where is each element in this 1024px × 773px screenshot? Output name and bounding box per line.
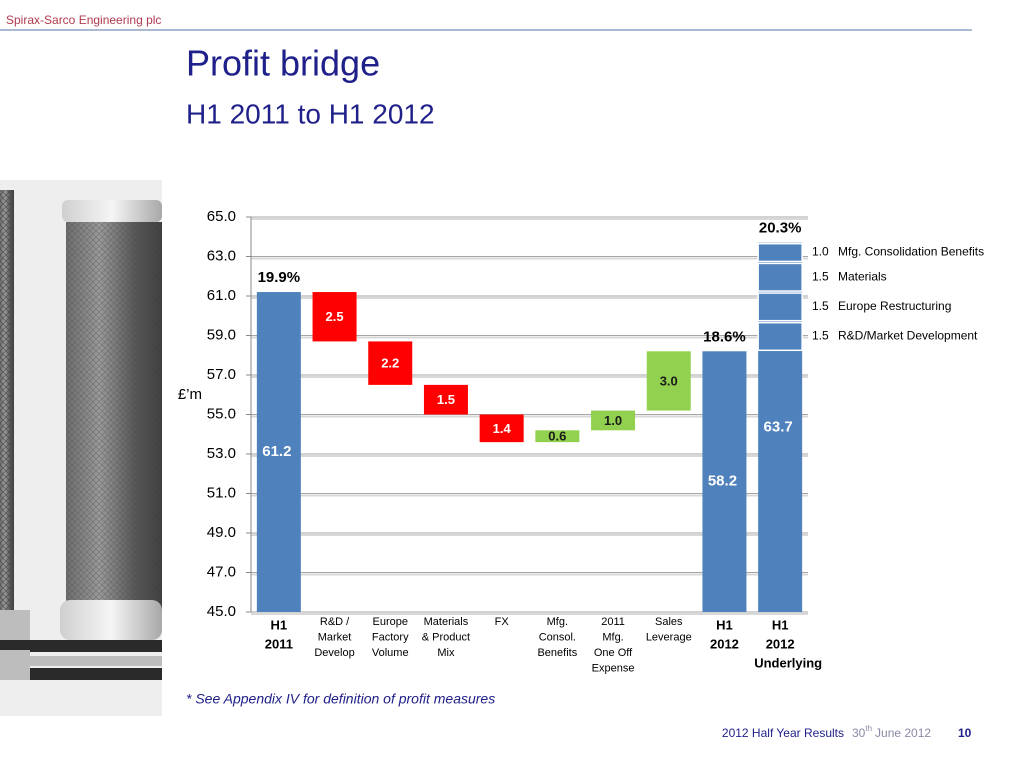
x-tick-label: One Off: [594, 647, 633, 659]
y-tick-label: 45.0: [207, 603, 236, 620]
x-tick-label: H1: [271, 617, 288, 632]
step-bar: [368, 341, 413, 385]
breakdown-segment: [757, 242, 803, 263]
breakdown-segment: [757, 292, 803, 322]
breakdown-label: Mfg. Consolidation Benefits: [838, 245, 984, 259]
x-tick-label: Underlying: [754, 655, 822, 670]
x-tick-label: 2012: [766, 636, 795, 651]
value-label: 1.5: [437, 392, 455, 407]
footer-date: 30th June 2012: [852, 724, 931, 740]
margin-label: 19.9%: [258, 269, 301, 286]
value-label: 0.6: [548, 429, 566, 444]
slide-subtitle: H1 2011 to H1 2012: [186, 98, 435, 129]
breakdown-value: 1.5: [812, 329, 829, 343]
footer-date-suffix: th: [865, 724, 872, 733]
x-tick-label: Volume: [372, 647, 409, 659]
y-tick-label: 47.0: [207, 563, 236, 580]
page-number: 10: [958, 726, 972, 740]
breakdown-label: R&D/Market Development: [838, 329, 978, 343]
y-tick-label: 59.0: [207, 326, 236, 343]
x-tick-label: R&D /: [320, 616, 350, 628]
value-label: 1.0: [604, 413, 622, 428]
y-tick-label: 61.0: [207, 287, 236, 304]
y-tick-label: 53.0: [207, 445, 236, 462]
x-tick-label: 2012: [710, 636, 739, 651]
footer-date-rest: June 2012: [875, 726, 931, 740]
x-tick-label: 2011: [265, 636, 293, 651]
total-bar: [256, 292, 301, 612]
value-label: 1.4: [493, 421, 512, 436]
breakdown-value: 1.5: [812, 299, 829, 313]
value-label: 61.2: [262, 443, 291, 460]
step-bar: [646, 351, 691, 411]
x-tick-label: Materials: [424, 616, 469, 628]
x-tick-label: H1: [772, 617, 789, 632]
margin-label: 20.3%: [759, 220, 802, 237]
x-tick-label: Europe: [373, 616, 408, 628]
x-tick-label: Consol.: [539, 631, 576, 643]
y-axis-label: £’m: [178, 386, 202, 403]
step-bar: [535, 430, 580, 443]
x-tick-label: 2011: [601, 616, 625, 628]
breakdown-value: 1.0: [812, 245, 829, 259]
step-bar: [591, 410, 636, 431]
y-tick-label: 63.0: [207, 247, 236, 264]
step-bar: [423, 384, 468, 415]
x-tick-label: Benefits: [537, 647, 577, 659]
slide-title: Profit bridge: [186, 43, 380, 84]
step-bar: [312, 292, 357, 342]
y-tick-label: 49.0: [207, 524, 236, 541]
total-bar: [702, 351, 747, 612]
breakdown-value: 1.5: [812, 269, 829, 283]
breakdown-segment: [757, 321, 803, 352]
step-bar: [479, 414, 524, 443]
x-tick-label: Mfg.: [602, 631, 623, 643]
x-tick-label: FX: [495, 616, 510, 628]
x-tick-label: Develop: [314, 647, 354, 659]
footnote: * See Appendix IV for definition of prof…: [186, 691, 495, 707]
value-label: 2.2: [381, 356, 399, 371]
breakdown-segment: [757, 262, 803, 292]
x-tick-label: Factory: [372, 631, 409, 643]
y-tick-label: 57.0: [207, 366, 236, 383]
footer-event: 2012 Half Year Results: [722, 726, 844, 740]
product-photo: [0, 180, 162, 716]
x-tick-label: Sales: [655, 616, 683, 628]
y-tick-label: 65.0: [207, 208, 236, 225]
y-tick-label: 51.0: [207, 484, 236, 501]
chart: £’m 45.0 47.0 49.0 51.0 53.0 55.0 57.0 59.0 61.0…: [178, 208, 984, 674]
breakdown-label: Materials: [838, 269, 887, 283]
value-label: 63.7: [764, 418, 793, 435]
x-tick-label: Leverage: [646, 631, 692, 643]
value-label: 58.2: [708, 473, 737, 490]
x-tick-label: Market: [318, 631, 352, 643]
x-tick-label: Expense: [592, 662, 635, 674]
x-tick-label: H1: [716, 617, 733, 632]
margin-label: 18.6%: [703, 328, 746, 345]
value-label: 3.0: [660, 373, 678, 388]
value-label: 2.5: [326, 309, 344, 324]
company-name: Spirax-Sarco Engineering plc: [6, 13, 161, 27]
y-tick-label: 55.0: [207, 405, 236, 422]
x-tick-label: Mfg.: [547, 616, 568, 628]
breakdown-label: Europe Restructuring: [838, 299, 951, 313]
x-tick-label: & Product: [422, 631, 470, 643]
x-tick-label: Mix: [437, 647, 455, 659]
footer-date-day: 30: [852, 726, 866, 740]
